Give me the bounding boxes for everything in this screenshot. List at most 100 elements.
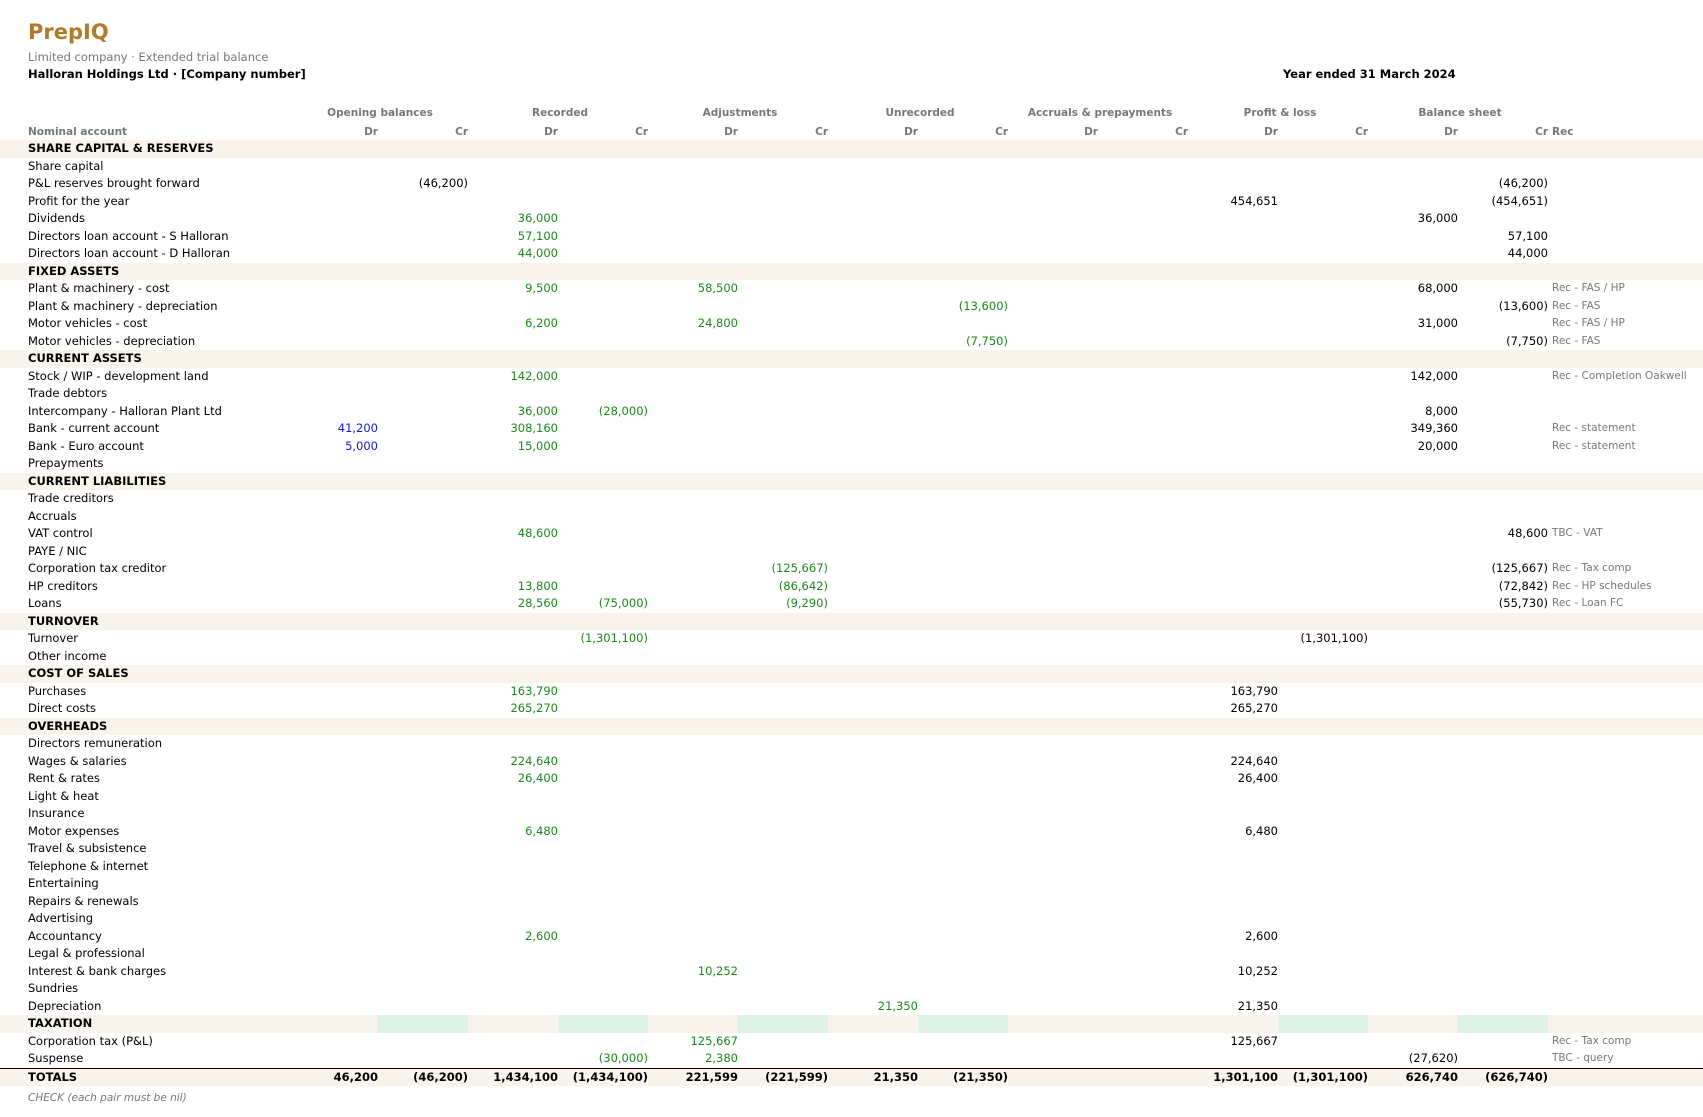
cell-bs-cr: (72,842)	[1498, 578, 1548, 593]
rec-note: TBC - VAT	[1552, 527, 1603, 539]
cell-rec-dr: 36,000	[517, 403, 558, 418]
cell-rec-dr: 1,434,100	[493, 1069, 558, 1084]
table-row: VAT control 48,600 48,600 TBC - VAT	[0, 525, 1703, 543]
report-subtitle: Limited company · Extended trial balance	[28, 50, 269, 64]
group-header-recorded: Recorded	[532, 107, 588, 119]
group-header-opening: Opening balances	[327, 107, 433, 119]
cell-rec-cr: (1,434,100)	[572, 1069, 648, 1084]
totals-row: TOTALS 46,200 (46,200) 1,434,100 (1,434,100)…	[0, 1067, 1703, 1086]
cell-bs-dr: 8,000	[1425, 403, 1458, 418]
table-row: Dividends 36,000 36,000	[0, 210, 1703, 228]
cell-pl-dr: 125,667	[1230, 1033, 1278, 1048]
table-row: Bank - current account 41,200 308,160 349,3…	[0, 420, 1703, 438]
group-header-adjustments: Adjustments	[702, 107, 778, 119]
account-label: Sundries	[28, 981, 79, 995]
table-row: Loans 28,560 (75,000) (9,290) (55,730) Rec - …	[0, 595, 1703, 613]
section-label: SHARE CAPITAL & RESERVES	[28, 141, 214, 155]
account-label: Telephone & internet	[28, 858, 149, 873]
section-header-row: SHARE CAPITAL & RESERVES	[0, 140, 1703, 158]
cell-ob-cr: (46,200)	[413, 1069, 468, 1084]
table-row: Direct costs 265,270 265,270	[0, 700, 1703, 718]
table-row: Motor vehicles - depreciation (7,750) (7,7…	[0, 333, 1703, 351]
subheader-ob-cr: Cr	[455, 126, 468, 138]
account-label: Rent & rates	[28, 771, 100, 785]
table-row: Bank - Euro account 5,000 15,000 20,000 Rec …	[0, 438, 1703, 456]
cell-bs-dr: (27,620)	[1408, 1051, 1458, 1065]
cell-rec-dr: 224,640	[510, 753, 558, 768]
cell-bs-cr: (13,600)	[1498, 298, 1548, 313]
table-row: Wages & salaries 224,640 224,640	[0, 753, 1703, 771]
table-row: Motor vehicles - cost 6,200 24,800 31,000 Re…	[0, 315, 1703, 333]
rec-note: Rec - FAS / HP	[1552, 317, 1625, 329]
cell-adj-cr: (125,667)	[771, 561, 828, 575]
cell-bs-cr: 48,600	[1507, 526, 1548, 540]
account-label: Advertising	[28, 911, 94, 925]
cell-pl-dr: 1,301,100	[1213, 1069, 1278, 1084]
table-row: Trade creditors	[0, 490, 1703, 508]
account-label: PAYE / NIC	[28, 543, 87, 558]
check-shade-cell	[1458, 1015, 1548, 1033]
subheader-acc-cr: Cr	[1175, 126, 1188, 138]
account-label: Turnover	[28, 631, 79, 645]
cell-bs-dr: 142,000	[1410, 368, 1458, 383]
header-nominal-account: Nominal account	[28, 126, 128, 138]
cell-pl-cr: (1,301,100)	[1300, 631, 1368, 645]
table-row: Sundries	[0, 980, 1703, 998]
cell-bs-dr: 349,360	[1410, 421, 1458, 435]
table-row: P&L reserves brought forward (46,200) (46,…	[0, 175, 1703, 193]
cell-rec-dr: 163,790	[510, 683, 558, 698]
cell-adj-cr: (9,290)	[786, 596, 828, 610]
cell-rec-dr: 2,600	[525, 928, 558, 943]
cell-pl-dr: 6,480	[1245, 823, 1278, 838]
group-header-unrecorded: Unrecorded	[885, 107, 955, 119]
account-label: Dividends	[28, 211, 86, 225]
cell-pl-dr: 2,600	[1245, 928, 1278, 943]
header-rec: Rec	[1552, 126, 1574, 138]
subheader-pl-dr: Dr	[1264, 126, 1278, 138]
table-row: Motor expenses 6,480 6,480	[0, 823, 1703, 841]
account-label: Plant & machinery - cost	[28, 281, 170, 295]
table-row: Intercompany - Halloran Plant Ltd 36,000 (…	[0, 403, 1703, 421]
account-label: VAT control	[28, 526, 93, 540]
table-row: Profit for the year 454,651 (454,651)	[0, 193, 1703, 211]
cell-bs-cr: 57,100	[1507, 228, 1548, 243]
table-row: PAYE / NIC	[0, 543, 1703, 561]
account-label: Profit for the year	[28, 193, 130, 208]
account-label: Purchases	[28, 683, 87, 698]
table-row: Corporation tax (P&L) 125,667 125,667 Rec -…	[0, 1033, 1703, 1051]
table-row: Trade debtors	[0, 385, 1703, 403]
table-row: Legal & professional	[0, 945, 1703, 963]
subheader-adj-cr: Cr	[815, 126, 828, 138]
subheader-unr-cr: Cr	[995, 126, 1008, 138]
cell-pl-dr: 454,651	[1230, 193, 1278, 208]
cell-rec-cr: (75,000)	[598, 596, 648, 610]
subheader-ob-dr: Dr	[364, 126, 378, 138]
cell-rec-dr: 142,000	[510, 368, 558, 383]
cell-rec-dr: 15,000	[517, 438, 558, 453]
account-label: Corporation tax creditor	[28, 561, 167, 575]
account-label: Corporation tax (P&L)	[28, 1033, 153, 1048]
cell-rec-dr: 308,160	[510, 421, 558, 435]
check-shade-cell	[558, 1015, 648, 1033]
table-row: Plant & machinery - cost 9,500 58,500 68,00…	[0, 280, 1703, 298]
table-row: Repairs & renewals	[0, 893, 1703, 911]
table-row: Rent & rates 26,400 26,400	[0, 770, 1703, 788]
rec-note: Rec - HP schedules	[1552, 579, 1652, 592]
account-label: Motor vehicles - cost	[28, 316, 148, 330]
cell-adj-dr: 2,380	[705, 1051, 738, 1065]
account-label: Directors loan account - S Halloran	[28, 228, 229, 243]
cell-bs-dr: 31,000	[1417, 316, 1458, 330]
cell-bs-cr: 44,000	[1507, 246, 1548, 260]
section-header-row: TAXATION	[0, 1015, 1703, 1033]
cell-ob-dr: 5,000	[345, 438, 378, 453]
section-label: CURRENT LIABILITIES	[28, 473, 167, 488]
cell-bs-cr: (7,750)	[1506, 333, 1548, 348]
account-label: Intercompany - Halloran Plant Ltd	[28, 403, 222, 418]
account-label: Stock / WIP - development land	[28, 368, 209, 383]
table-row: Directors remuneration	[0, 735, 1703, 753]
subheader-acc-dr: Dr	[1084, 126, 1098, 138]
rec-note: Rec - FAS	[1552, 334, 1601, 347]
section-label: COST OF SALES	[28, 666, 129, 680]
table-row: Share capital	[0, 158, 1703, 176]
table-row: Travel & subsistence	[0, 840, 1703, 858]
